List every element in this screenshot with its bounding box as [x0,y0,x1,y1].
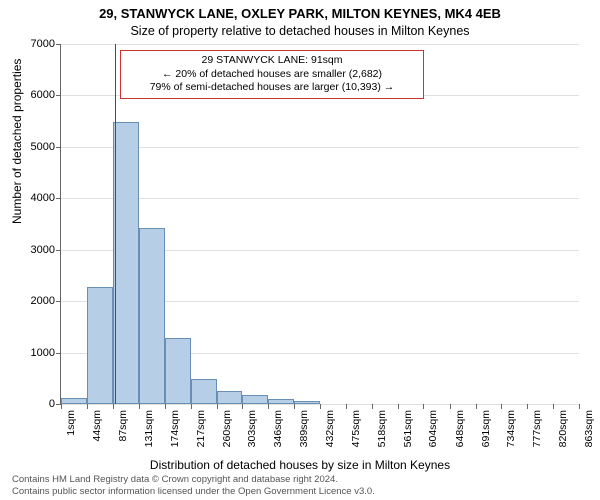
annotation-line1: 29 STANWYCK LANE: 91sqm [127,54,417,68]
marker-line [115,44,116,404]
x-tick [501,404,502,409]
bar [294,401,320,404]
x-tick-label: 346sqm [272,410,284,447]
bar [61,398,87,404]
bar [139,228,165,404]
bar [268,399,294,404]
y-axis-title: Number of detached properties [10,59,24,224]
x-tick-label: 260sqm [221,410,233,447]
x-tick [476,404,477,409]
x-tick [87,404,88,409]
bar [113,122,139,404]
x-tick [242,404,243,409]
x-tick-label: 604sqm [427,410,439,447]
footer-line1: Contains HM Land Registry data © Crown c… [12,474,375,486]
x-tick-label: 777sqm [531,410,543,447]
x-tick-label: 863sqm [583,410,595,447]
x-tick-label: 389sqm [298,410,310,447]
x-tick [450,404,451,409]
bar [242,395,268,405]
x-axis-title: Distribution of detached houses by size … [0,458,600,472]
x-tick [61,404,62,409]
x-tick [527,404,528,409]
y-tick [56,95,61,96]
x-tick [268,404,269,409]
x-tick-label: 131sqm [143,410,155,447]
x-tick [372,404,373,409]
x-tick [294,404,295,409]
x-tick [320,404,321,409]
bar [165,338,191,404]
x-tick [113,404,114,409]
x-tick [191,404,192,409]
y-tick [56,147,61,148]
x-tick-label: 475sqm [350,410,362,447]
x-tick-label: 44sqm [91,410,103,442]
x-tick [217,404,218,409]
x-tick [423,404,424,409]
gridline [61,44,579,45]
chart-title-main: 29, STANWYCK LANE, OXLEY PARK, MILTON KE… [0,6,600,21]
x-tick [579,404,580,409]
x-tick-label: 174sqm [169,410,181,447]
y-tick [56,353,61,354]
x-tick [398,404,399,409]
chart-title-sub: Size of property relative to detached ho… [0,24,600,38]
footer: Contains HM Land Registry data © Crown c… [12,474,375,498]
x-tick-label: 734sqm [505,410,517,447]
footer-line2: Contains public sector information licen… [12,486,375,498]
x-tick-label: 1sqm [65,410,77,436]
x-tick-label: 561sqm [402,410,414,447]
x-tick-label: 518sqm [376,410,388,447]
x-tick [139,404,140,409]
x-tick [346,404,347,409]
x-tick-label: 691sqm [480,410,492,447]
x-tick-label: 820sqm [557,410,569,447]
x-tick-label: 303sqm [246,410,258,447]
bar [217,391,243,404]
x-tick [553,404,554,409]
x-tick [165,404,166,409]
bar [87,287,113,404]
annotation-box: 29 STANWYCK LANE: 91sqm ← 20% of detache… [120,50,424,99]
x-tick-label: 87sqm [117,410,129,442]
annotation-line2: ← 20% of detached houses are smaller (2,… [127,68,417,82]
x-tick-label: 432sqm [324,410,336,447]
y-tick [56,44,61,45]
x-tick-label: 217sqm [195,410,207,447]
x-tick-label: 648sqm [454,410,466,447]
annotation-line3: 79% of semi-detached houses are larger (… [127,81,417,95]
chart-container: 29, STANWYCK LANE, OXLEY PARK, MILTON KE… [0,0,600,500]
bar [191,379,217,404]
y-tick [56,198,61,199]
y-tick [56,250,61,251]
y-tick [56,301,61,302]
